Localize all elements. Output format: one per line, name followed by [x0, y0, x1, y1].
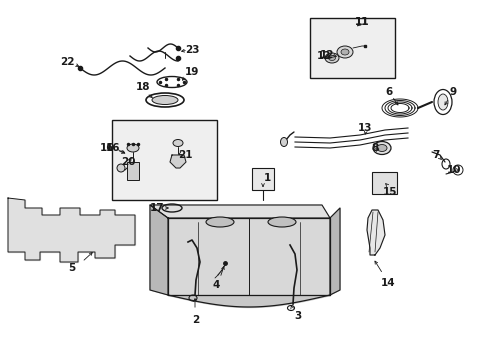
Ellipse shape [328, 55, 335, 60]
Ellipse shape [376, 144, 386, 152]
Bar [251, 168, 273, 190]
Text: 3: 3 [294, 311, 301, 321]
Text: 23: 23 [184, 45, 199, 55]
Ellipse shape [340, 49, 348, 55]
Ellipse shape [205, 217, 234, 227]
Ellipse shape [152, 95, 178, 104]
Text: 10: 10 [446, 165, 460, 175]
Text: 17: 17 [149, 203, 164, 213]
Ellipse shape [437, 94, 447, 110]
Text: 7: 7 [431, 150, 439, 160]
Text: 9: 9 [448, 87, 456, 97]
Text: 18: 18 [136, 82, 150, 92]
Text: 11: 11 [354, 17, 368, 27]
Ellipse shape [173, 140, 183, 147]
Bar [371, 172, 396, 194]
Text: 11: 11 [354, 17, 368, 27]
Circle shape [117, 164, 125, 172]
Text: 6: 6 [385, 87, 392, 97]
Text: 5: 5 [68, 263, 76, 273]
Text: 16: 16 [100, 143, 114, 153]
Ellipse shape [372, 141, 390, 154]
Text: 2: 2 [192, 315, 199, 325]
Ellipse shape [267, 217, 295, 227]
Text: 21: 21 [177, 150, 192, 160]
Polygon shape [150, 205, 329, 218]
Text: 14: 14 [380, 278, 394, 288]
Ellipse shape [280, 138, 287, 147]
Ellipse shape [127, 144, 139, 152]
Text: 1: 1 [263, 173, 270, 183]
Text: 22: 22 [60, 57, 74, 67]
Text: 16: 16 [105, 143, 120, 153]
Polygon shape [170, 155, 185, 168]
Polygon shape [8, 198, 135, 262]
Text: 12: 12 [319, 50, 334, 60]
Text: 15: 15 [382, 187, 396, 197]
Polygon shape [329, 208, 339, 295]
Text: 20: 20 [121, 157, 135, 167]
Bar [309, 18, 394, 78]
Bar [112, 120, 217, 200]
Text: 12: 12 [316, 51, 330, 61]
Text: 8: 8 [370, 143, 378, 153]
Bar [127, 162, 139, 180]
Polygon shape [366, 210, 384, 255]
Text: 19: 19 [184, 67, 199, 77]
Ellipse shape [336, 46, 352, 58]
Ellipse shape [325, 53, 338, 63]
Text: 4: 4 [212, 280, 219, 290]
Text: 13: 13 [357, 123, 371, 133]
Polygon shape [168, 218, 329, 295]
Polygon shape [150, 205, 168, 295]
